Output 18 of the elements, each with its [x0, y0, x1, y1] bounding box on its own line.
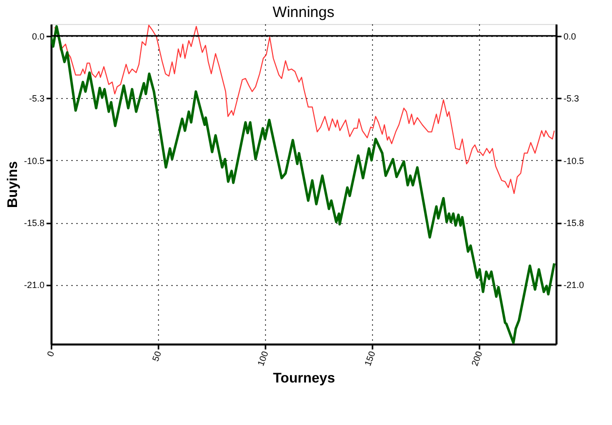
y2-tick-label: -21.0: [564, 280, 584, 290]
y-tick-label: -5.3: [28, 94, 44, 104]
y2-tick-label: -5.3: [564, 94, 580, 104]
y-tick-label: -10.5: [24, 156, 44, 166]
x-tick-label: 150: [362, 350, 378, 368]
x-tick-label: 0: [45, 350, 56, 358]
y2-tick-label: -10.5: [564, 156, 584, 166]
y2-tick-label: 0.0: [564, 31, 576, 42]
y-tick-label: -21.0: [24, 280, 44, 290]
x-tick-label: 200: [470, 350, 484, 368]
x-tick-label: 100: [256, 350, 270, 368]
x-tick-label: 50: [150, 350, 164, 363]
y2-tick-label: -15.8: [564, 218, 584, 228]
y-tick-label: -15.8: [24, 218, 44, 228]
x-axis-title: Tourneys: [273, 369, 336, 386]
chart-title: Winnings: [272, 4, 334, 21]
y-tick-label: 0.0: [32, 31, 44, 42]
y-axis-title: Buyins: [4, 160, 20, 208]
